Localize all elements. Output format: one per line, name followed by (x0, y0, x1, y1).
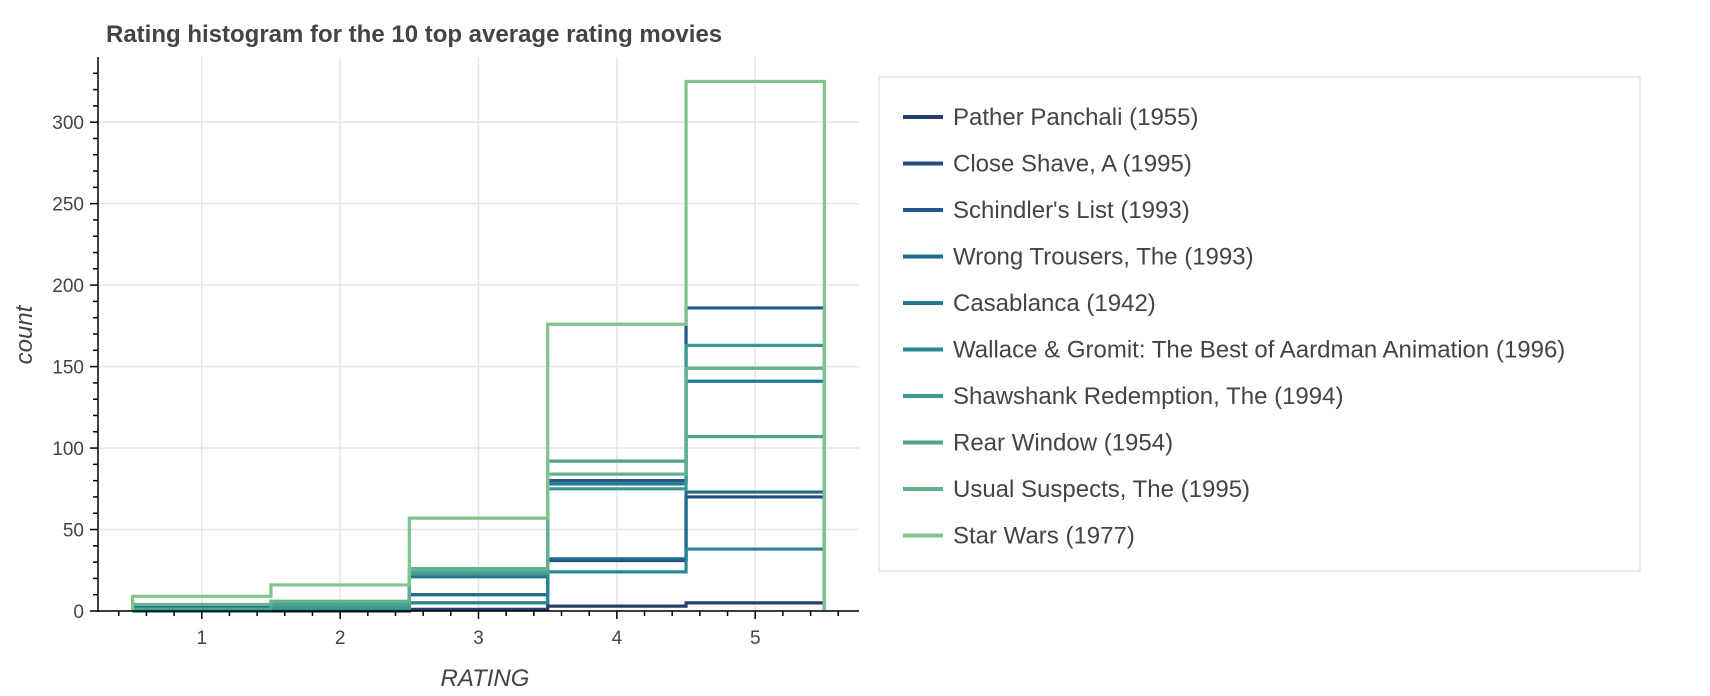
legend-label: Pather Panchali (1955) (953, 104, 1198, 131)
legend-label: Close Shave, A (1995) (953, 151, 1192, 178)
legend-label: Casablanca (1942) (953, 290, 1156, 317)
y-tick-label: 200 (52, 276, 84, 297)
series-line-5 (130, 379, 827, 611)
legend-label: Wallace & Gromit: The Best of Aardman An… (953, 337, 1565, 364)
legend: Pather Panchali (1955) Close Shave, A (19… (878, 76, 1641, 572)
legend-label: Usual Suspects, The (1995) (953, 476, 1250, 503)
legend-label: Star Wars (1977) (953, 523, 1135, 550)
legend-box (878, 76, 1641, 572)
grid-lines (98, 57, 859, 612)
x-tick-label: 4 (612, 628, 623, 649)
y-tick-label: 150 (52, 358, 84, 379)
series-line-9 (130, 366, 827, 611)
y-tick-label: 300 (52, 113, 84, 134)
y-tick-label: 250 (52, 195, 84, 216)
x-tick-label: 3 (473, 628, 484, 649)
legend-label: Wrong Trousers, The (1993) (953, 244, 1254, 271)
x-tick-label: 5 (750, 628, 761, 649)
x-tick-label: 1 (196, 628, 207, 649)
y-tick-label: 0 (73, 602, 84, 623)
y-axis-label: count (11, 304, 38, 364)
legend-label: Schindler's List (1993) (953, 197, 1190, 224)
series-line-10 (130, 79, 827, 611)
legend-label: Rear Window (1954) (953, 430, 1173, 457)
x-tick-label: 2 (335, 628, 346, 649)
series-layer (130, 79, 827, 613)
series-line-8 (130, 435, 827, 611)
x-axis-label: RATING (441, 665, 530, 692)
legend-label: Shawshank Redemption, The (1994) (953, 383, 1343, 410)
chart-title: Rating histogram for the 10 top average … (106, 21, 722, 48)
y-tick-label: 50 (63, 521, 84, 542)
y-tick-label: 100 (52, 439, 84, 460)
